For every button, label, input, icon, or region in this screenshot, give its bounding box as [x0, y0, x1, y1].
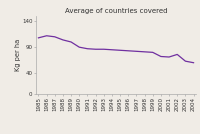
Y-axis label: Kg per ha: Kg per ha	[15, 39, 21, 71]
Title: Average of countries covered: Average of countries covered	[65, 8, 167, 14]
